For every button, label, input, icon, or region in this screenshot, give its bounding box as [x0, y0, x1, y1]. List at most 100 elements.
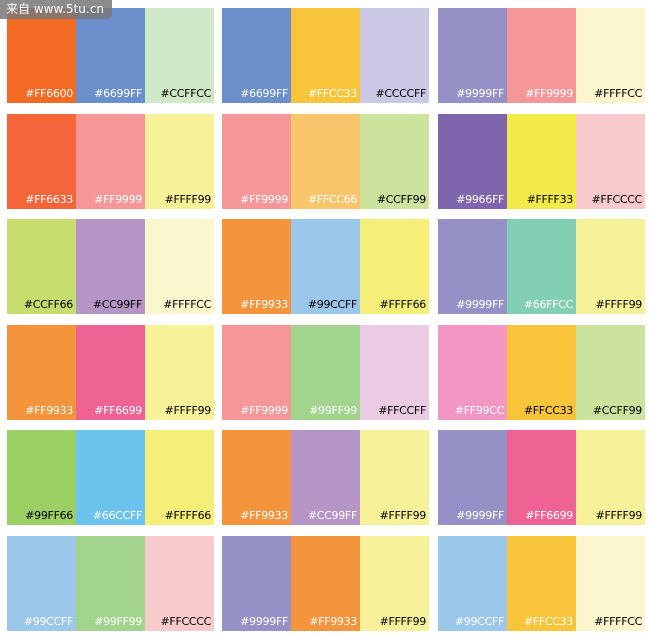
hex-label: #FFFFCC — [594, 87, 642, 100]
color-swatch: #99CCFF — [438, 536, 507, 631]
hex-label: #9966FF — [456, 193, 504, 206]
hex-label: #FF6699 — [94, 404, 142, 417]
color-swatch: #FFCC33 — [507, 325, 576, 420]
color-swatch: #6699FF — [76, 8, 145, 103]
color-swatch: #CC99FF — [291, 430, 360, 525]
hex-label: #FFFF99 — [379, 509, 427, 522]
hex-label: #9999FF — [240, 615, 288, 628]
color-swatch: #9999FF — [438, 430, 507, 525]
hex-label: #FF6699 — [525, 509, 573, 522]
color-swatch: #FFFF66 — [360, 219, 429, 314]
hex-label: #FF9999 — [525, 87, 573, 100]
hex-label: #FF9999 — [240, 404, 288, 417]
hex-label: #FF9999 — [240, 193, 288, 206]
hex-label: #FFFFCC — [594, 615, 642, 628]
color-swatch: #FFFF99 — [360, 430, 429, 525]
hex-label: #FFFF99 — [164, 404, 212, 417]
color-swatch: #FFCCCC — [145, 536, 214, 631]
color-swatch: #FF99CC — [438, 325, 507, 420]
hex-label: #CC99FF — [307, 509, 357, 522]
hex-label: #FFCC33 — [523, 404, 573, 417]
hex-label: #FFFF99 — [379, 615, 427, 628]
color-swatch: #FFFF66 — [145, 430, 214, 525]
hex-label: #FFFFCC — [163, 298, 211, 311]
hex-label: #9999FF — [456, 298, 504, 311]
color-swatch: #FFFFCC — [145, 219, 214, 314]
hex-label: #9999FF — [456, 87, 504, 100]
color-swatch: #FF6633 — [7, 114, 76, 209]
color-swatch: #9999FF — [438, 219, 507, 314]
color-swatch: #FF6699 — [76, 325, 145, 420]
color-swatch: #9966FF — [438, 114, 507, 209]
hex-label: #FFCC33 — [307, 87, 357, 100]
hex-label: #CCFF99 — [376, 193, 426, 206]
color-swatch: #FF9999 — [76, 114, 145, 209]
color-swatch: #FFCC66 — [291, 114, 360, 209]
hex-label: #66FFCC — [523, 298, 573, 311]
color-swatch: #9999FF — [222, 536, 291, 631]
color-swatch: #FFCC33 — [507, 536, 576, 631]
hex-label: #FFCCCC — [591, 193, 643, 206]
hex-label: #99FF99 — [94, 615, 142, 628]
color-swatch: #FFCC33 — [291, 8, 360, 103]
color-swatch: #FF6699 — [507, 430, 576, 525]
hex-label: #FF9933 — [240, 509, 288, 522]
color-swatch: #CCCCFF — [360, 8, 429, 103]
color-swatch: #FF9933 — [222, 219, 291, 314]
color-swatch: #CCFF99 — [576, 325, 645, 420]
hex-label: #FFCC66 — [307, 193, 357, 206]
hex-label: #FFCCFF — [378, 404, 426, 417]
color-swatch: #66FFCC — [507, 219, 576, 314]
hex-label: #FFCCCC — [160, 615, 212, 628]
hex-label: #CCFF66 — [23, 298, 73, 311]
color-swatch: #FFFF99 — [576, 219, 645, 314]
hex-label: #6699FF — [94, 87, 142, 100]
hex-label: #FF9933 — [240, 298, 288, 311]
hex-label: #CC99FF — [92, 298, 142, 311]
hex-label: #99CCFF — [23, 615, 73, 628]
hex-label: #CCFF99 — [592, 404, 642, 417]
color-swatch: #99CCFF — [7, 536, 76, 631]
color-swatch: #FFFF33 — [507, 114, 576, 209]
hex-label: #99CCFF — [307, 298, 357, 311]
color-swatch: #FF9933 — [291, 536, 360, 631]
color-swatch: #FF9933 — [222, 430, 291, 525]
color-swatch: #CCFF99 — [360, 114, 429, 209]
color-swatch: #FFFF99 — [360, 536, 429, 631]
hex-label: #6699FF — [240, 87, 288, 100]
hex-label: #FFFF66 — [379, 298, 427, 311]
color-swatch: #66CCFF — [76, 430, 145, 525]
hex-label: #FF6633 — [25, 193, 73, 206]
color-swatch: #FFCCCC — [576, 114, 645, 209]
color-swatch: #6699FF — [222, 8, 291, 103]
hex-label: #66CCFF — [92, 509, 142, 522]
hex-label: #FFFF99 — [595, 509, 643, 522]
color-swatch: #CCFFCC — [145, 8, 214, 103]
color-swatch: #9999FF — [438, 8, 507, 103]
color-swatch: #99CCFF — [291, 219, 360, 314]
color-swatch: #FFFFCC — [576, 8, 645, 103]
hex-label: #99FF66 — [25, 509, 73, 522]
color-swatch: #CC99FF — [76, 219, 145, 314]
hex-label: #FF9933 — [25, 404, 73, 417]
hex-label: #9999FF — [456, 509, 504, 522]
hex-label: #FFCC33 — [523, 615, 573, 628]
color-swatch: #FFCCFF — [360, 325, 429, 420]
color-swatch: #FF9933 — [7, 325, 76, 420]
hex-label: #FFFF66 — [164, 509, 212, 522]
hex-label: #FFFF99 — [595, 298, 643, 311]
hex-label: #99CCFF — [454, 615, 504, 628]
color-swatch: #FF6600 — [7, 8, 76, 103]
hex-label: #FF9999 — [94, 193, 142, 206]
hex-label: #FFFF33 — [526, 193, 574, 206]
color-swatch: #FF9999 — [222, 114, 291, 209]
color-swatch: #FFFF99 — [145, 114, 214, 209]
hex-label: #FF9933 — [309, 615, 357, 628]
color-swatch: #FFFFCC — [576, 536, 645, 631]
color-swatch: #FF9999 — [222, 325, 291, 420]
hex-label: #FF99CC — [454, 404, 504, 417]
hex-label: #CCCCFF — [375, 87, 427, 100]
color-swatch: #99FF66 — [7, 430, 76, 525]
color-swatch: #99FF99 — [76, 536, 145, 631]
